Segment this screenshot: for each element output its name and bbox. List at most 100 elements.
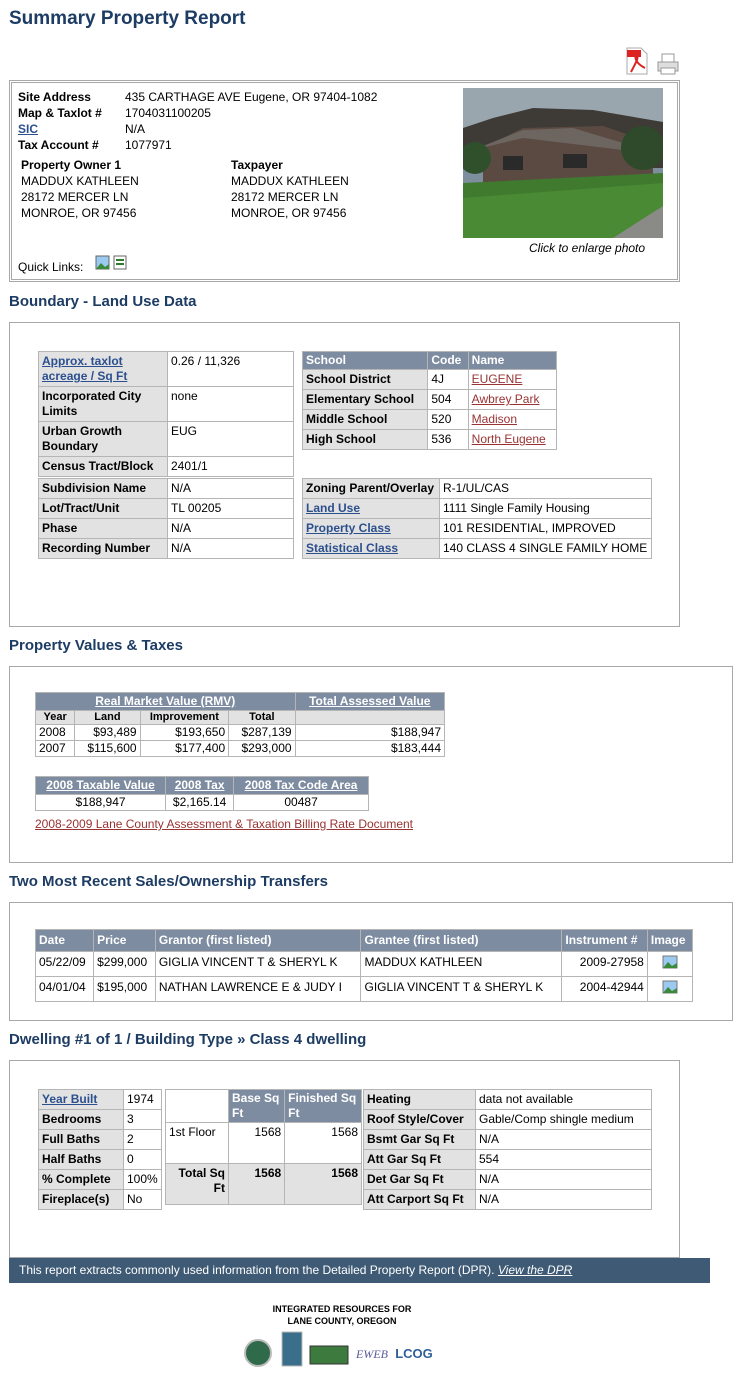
table-row: 04/01/04 $195,000 NATHAN LAWRENCE E & JUDY…	[34, 976, 694, 1002]
table-cell: 2009-27958	[561, 951, 648, 977]
table-cell: 140 CLASS 4 SINGLE FAMILY HOME	[439, 538, 652, 559]
table-cell: N/A	[125, 122, 146, 136]
table-row: Bedrooms 3	[38, 1109, 162, 1130]
table-cell: Tax Account #	[18, 138, 99, 152]
link[interactable]: Approx. taxlot acreage / Sq Ft	[42, 354, 128, 383]
schools-table: School Code Name School District 4J EUGENE Ele…	[301, 351, 558, 450]
table-cell: MADDUX KATHLEEN	[360, 951, 563, 977]
table-cell: Full Baths	[38, 1129, 124, 1150]
table-row: Full Baths 2	[38, 1129, 162, 1150]
table-row: Land Use 1111 Single Family Housing	[302, 498, 652, 519]
link[interactable]: Awbrey Park	[471, 392, 540, 406]
table-cell: % Complete	[38, 1169, 124, 1190]
table-row: School Code Name	[301, 351, 558, 370]
image-link[interactable]	[662, 955, 678, 969]
link[interactable]: Real Market Value (RMV)	[95, 694, 236, 708]
link[interactable]: Statistical Class	[306, 541, 399, 555]
link[interactable]: North Eugene	[471, 432, 546, 446]
org-line: INTEGRATED RESOURCES FOR	[272, 1304, 412, 1314]
zoning-table: Zoning Parent/Overlay R-1/UL/CAS Land Use 1…	[302, 478, 652, 559]
site-box: Site Address 435 CARTHAGE AVE Eugene, OR …	[9, 80, 680, 282]
table-cell: Grantor (first listed)	[154, 929, 362, 952]
table-cell: GIGLIA VINCENT T & SHERYL K	[154, 951, 362, 977]
table-row: Urban Growth Boundary EUG	[38, 421, 294, 457]
table-row: High School 536 North Eugene	[301, 429, 558, 450]
print-icon[interactable]	[656, 52, 680, 76]
table-cell: No	[123, 1189, 162, 1210]
table-row: Year Built 1974	[38, 1089, 162, 1110]
table-row: Heating data not available	[363, 1089, 652, 1110]
table-cell: Property Class	[302, 518, 440, 539]
table-row: Middle School 520 Madison	[301, 409, 558, 430]
table-row: Elementary School 504 Awbrey Park	[301, 389, 558, 410]
table-cell: School	[301, 351, 429, 370]
table-cell: 536	[427, 429, 469, 450]
basics-table: Year Built 1974 Bedrooms 3 Full Baths 2 Half B…	[38, 1089, 162, 1210]
table-cell: 2	[123, 1129, 162, 1150]
dpr-link[interactable]: View the DPR	[497, 1263, 573, 1277]
table-cell: Census Tract/Block	[38, 456, 168, 477]
table-row: Roof Style/Cover Gable/Comp shingle mediu…	[363, 1109, 652, 1130]
table-cell: 101 RESIDENTIAL, IMPROVED	[439, 518, 652, 539]
table-cell: North Eugene	[467, 429, 558, 450]
link[interactable]: Total Assessed Value	[309, 694, 431, 708]
link[interactable]: SIC	[18, 122, 39, 136]
table-cell: Roof Style/Cover	[363, 1109, 476, 1130]
billing-link[interactable]: 2008-2009 Lane County Assessment & Taxat…	[35, 817, 414, 831]
table-cell: Statistical Class	[302, 538, 440, 559]
table-cell: Lot/Tract/Unit	[38, 498, 168, 519]
link[interactable]: Property Class	[306, 521, 391, 535]
table-row: Base Sq Ft Finished Sq Ft	[165, 1089, 362, 1123]
link[interactable]: 2008 Taxable Value	[46, 778, 155, 792]
table-row: 1st Floor 1568 1568	[165, 1122, 362, 1164]
table-row: 05/22/09 $299,000 GIGLIA VINCENT T & SHERY…	[34, 951, 694, 977]
table-cell: none	[167, 386, 294, 422]
table-row: Fireplace(s) No	[38, 1189, 162, 1210]
table-cell: Year Built	[38, 1089, 124, 1110]
link[interactable]: 2008 Tax	[174, 778, 225, 792]
address-line: 28172 MERCER LN	[21, 190, 129, 204]
table-cell: $177,400	[139, 740, 230, 757]
block-heading: Property Owner 1	[21, 158, 122, 172]
table-row: SIC N/A	[18, 121, 377, 137]
logo-text: LCOG	[395, 1346, 433, 1361]
table-cell: 1077971	[125, 138, 172, 152]
table-cell: Heating	[363, 1089, 476, 1110]
link[interactable]: Land Use	[306, 501, 361, 515]
table-row: Incorporated City Limits none	[38, 386, 294, 422]
table-cell: EUG	[167, 421, 294, 457]
property-photo[interactable]	[463, 88, 663, 238]
photo-caption[interactable]: Click to enlarge photo	[529, 241, 646, 255]
table-cell: 1568	[284, 1122, 362, 1164]
link[interactable]: Year Built	[42, 1092, 98, 1106]
table-cell: 2004-42944	[561, 976, 648, 1002]
pdf-icon[interactable]	[625, 46, 649, 76]
table-cell: Gable/Comp shingle medium	[475, 1109, 652, 1130]
table-cell: 2008 Tax	[165, 776, 235, 795]
taxpayer-block: Taxpayer MADDUX KATHLEEN 28172 MERCER LN MO…	[231, 157, 349, 221]
table-cell: 1974	[123, 1089, 162, 1110]
address-line: 28172 MERCER LN	[231, 190, 339, 204]
table-row: Subdivision Name N/A	[38, 478, 294, 499]
table-cell: Att Gar Sq Ft	[363, 1149, 476, 1170]
table-cell: Elementary School	[301, 389, 429, 410]
image-link[interactable]	[662, 980, 678, 994]
quick-link-icons[interactable]	[95, 255, 129, 271]
table-cell: $195,000	[93, 976, 156, 1002]
block-heading: Taxpayer	[231, 158, 283, 172]
link[interactable]: EUGENE	[471, 372, 523, 386]
table-cell: Land Use	[302, 498, 440, 519]
dwelling-box: Year Built 1974 Bedrooms 3 Full Baths 2 Half B…	[9, 1060, 680, 1258]
table-cell: 1568	[284, 1163, 362, 1205]
link[interactable]: Madison	[471, 412, 518, 426]
table-cell: 00487	[233, 794, 369, 811]
table-row: 2007 $115,600 $177,400 $293,000 $183,444	[34, 740, 446, 757]
table-row: Att Gar Sq Ft 554	[363, 1149, 652, 1170]
table-cell	[646, 976, 694, 1002]
table-row: 2008 Taxable Value 2008 Tax 2008 Tax Code …	[34, 776, 369, 795]
table-cell: N/A	[475, 1129, 652, 1150]
site-fields-table: Site Address 435 CARTHAGE AVE Eugene, OR …	[18, 89, 377, 153]
link[interactable]: 2008 Tax Code Area	[244, 778, 358, 792]
table-cell: $193,650	[139, 724, 230, 741]
table-cell: Map & Taxlot #	[18, 106, 102, 120]
